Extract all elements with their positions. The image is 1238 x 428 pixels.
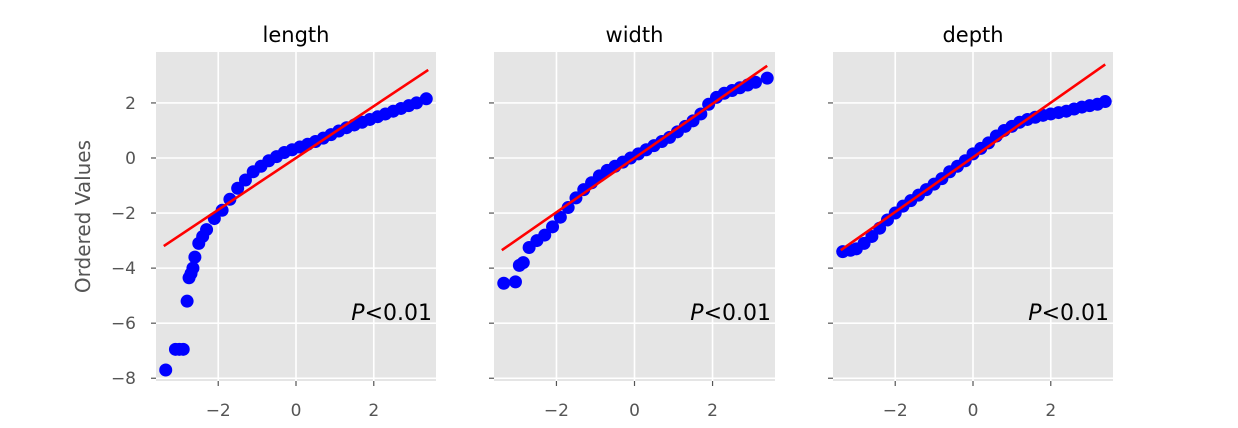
data-point bbox=[516, 256, 530, 270]
data-point bbox=[200, 223, 214, 237]
p-value-text: <0.01 bbox=[704, 301, 771, 326]
p-value-symbol: P bbox=[1028, 301, 1042, 326]
data-point bbox=[238, 173, 252, 187]
data-point bbox=[188, 250, 202, 264]
data-point bbox=[748, 75, 762, 89]
y-tick-label: −6 bbox=[111, 314, 136, 334]
data-point bbox=[546, 220, 560, 234]
panel-title: depth bbox=[942, 23, 1003, 47]
y-tick-label: −4 bbox=[111, 259, 136, 279]
data-point bbox=[186, 261, 200, 275]
panel-title: width bbox=[606, 23, 664, 47]
x-tick-label: 2 bbox=[707, 401, 718, 421]
fit-line bbox=[840, 63, 1106, 252]
fit-line bbox=[163, 68, 429, 248]
data-point bbox=[497, 276, 511, 290]
p-value-symbol: P bbox=[351, 301, 365, 326]
data-point bbox=[538, 228, 552, 242]
data-point bbox=[1098, 95, 1112, 109]
y-tick-label: −8 bbox=[111, 369, 136, 389]
p-value-annotation: P<0.01 bbox=[690, 301, 771, 326]
data-point bbox=[223, 192, 237, 206]
y-tick-label: 0 bbox=[125, 149, 136, 169]
x-tick-label: 2 bbox=[1045, 401, 1056, 421]
data-point bbox=[865, 229, 879, 243]
p-value-text: <0.01 bbox=[365, 301, 432, 326]
x-tick-label: −2 bbox=[206, 401, 231, 421]
y-axis-label: Ordered Values bbox=[71, 140, 95, 293]
data-point bbox=[561, 201, 575, 215]
p-value-annotation: P<0.01 bbox=[351, 301, 432, 326]
x-tick-label: −2 bbox=[883, 401, 908, 421]
x-tick-label: 0 bbox=[291, 401, 302, 421]
x-tick-label: 2 bbox=[368, 401, 379, 421]
panel-width: −2 0 2 width P<0.01 bbox=[489, 23, 775, 421]
data-point bbox=[419, 92, 433, 106]
data-point bbox=[176, 342, 190, 356]
data-point bbox=[553, 210, 567, 224]
p-value-symbol: P bbox=[690, 301, 704, 326]
panel-depth: −2 0 2 depth P<0.01 bbox=[828, 23, 1113, 421]
y-tick-label: −2 bbox=[111, 204, 136, 224]
data-point bbox=[410, 96, 424, 110]
panel-length: −2 0 2 2 0 −2 −4 −6 −8 Ordered Values length P<0.01 bbox=[71, 23, 436, 421]
y-tick-label: 2 bbox=[125, 94, 136, 114]
data-point bbox=[180, 294, 194, 308]
p-value-text: <0.01 bbox=[1042, 301, 1109, 326]
data-point bbox=[231, 181, 245, 195]
x-tick-label: 0 bbox=[629, 401, 640, 421]
data-point bbox=[508, 275, 522, 289]
panel-title: length bbox=[263, 23, 330, 47]
p-value-annotation: P<0.01 bbox=[1028, 301, 1109, 326]
x-tick-label: 0 bbox=[968, 401, 979, 421]
x-tick-label: −2 bbox=[544, 401, 569, 421]
data-point bbox=[215, 203, 229, 217]
data-point bbox=[159, 363, 173, 377]
data-point bbox=[760, 71, 774, 85]
fit-line bbox=[501, 64, 768, 252]
